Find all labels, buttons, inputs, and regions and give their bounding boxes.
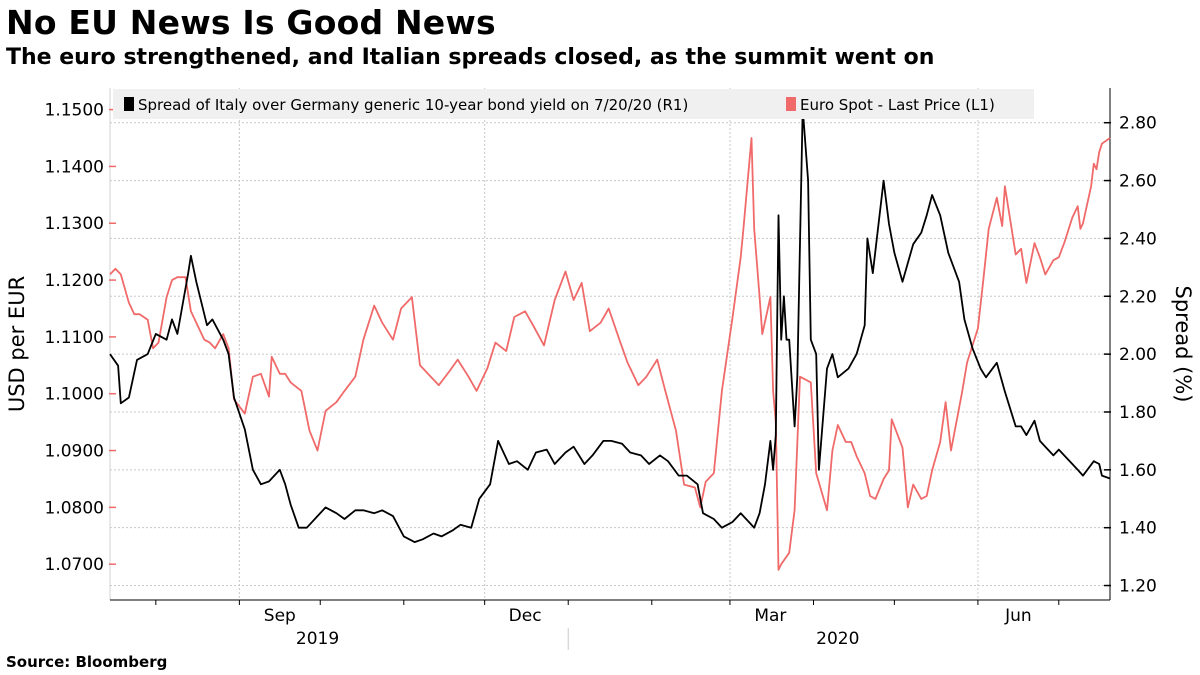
left-tick-label: 1.1300 [45, 214, 104, 234]
left-tick-label: 1.1200 [45, 271, 104, 291]
right-tick-label: 2.80 [1119, 114, 1157, 134]
legend: Spread of Italy over Germany generic 10-… [113, 89, 1034, 119]
right-tick-label: 2.20 [1119, 287, 1157, 307]
x-tick-label: Mar [754, 606, 786, 626]
left-axis-label: USD per EUR [5, 276, 29, 412]
legend-background [113, 89, 1034, 119]
right-axis-ticks: 1.20 1.40 1.60 1.80 2.00 2.20 2.40 2.60 2.80 [1104, 114, 1157, 597]
left-tick-label: 1.1400 [45, 157, 104, 177]
right-tick-label: 1.60 [1119, 461, 1157, 481]
legend-label-euro: Euro Spot - Last Price (L1) [800, 96, 995, 114]
series [109, 107, 1111, 571]
left-tick-label: 1.1500 [45, 101, 104, 121]
series-line-spread [109, 107, 1111, 543]
right-tick-label: 1.80 [1119, 403, 1157, 423]
chart-title: No EU News Is Good News [6, 3, 496, 42]
left-tick-label: 1.1000 [45, 385, 104, 405]
right-tick-label: 2.00 [1119, 345, 1157, 365]
right-tick-label: 2.40 [1119, 229, 1157, 249]
right-axis-label: Spread (%) [1171, 286, 1195, 403]
right-tick-label: 1.40 [1119, 519, 1157, 539]
x-tick-label: Sep [264, 606, 296, 626]
right-tick-label: 1.20 [1119, 577, 1157, 597]
source-note: Source: Bloomberg [6, 653, 168, 671]
left-axis-ticks: 1.0700 1.0800 1.0900 1.1000 1.1100 1.1200 1.13… [45, 101, 116, 575]
left-tick-label: 1.0700 [45, 555, 104, 575]
series-line-euro [109, 137, 1111, 571]
left-tick-label: 1.0900 [45, 442, 104, 462]
left-tick-label: 1.1100 [45, 328, 104, 348]
legend-swatch-euro [786, 97, 796, 111]
left-tick-label: 1.0800 [45, 498, 104, 518]
x-tick-label: Dec [509, 606, 542, 626]
legend-label-spread: Spread of Italy over Germany generic 10-… [138, 96, 688, 114]
year-label: 2020 [816, 629, 859, 649]
gridlines [110, 88, 1110, 600]
x-axis-ticks: Sep Dec Mar Jun 2019 2020 [155, 600, 1060, 650]
chart-subtitle: The euro strengthened, and Italian sprea… [6, 45, 935, 70]
legend-swatch-spread [124, 97, 134, 111]
year-label: 2019 [296, 629, 339, 649]
x-tick-label: Jun [1004, 606, 1032, 626]
axes [109, 88, 1111, 601]
right-tick-label: 2.60 [1119, 172, 1157, 192]
